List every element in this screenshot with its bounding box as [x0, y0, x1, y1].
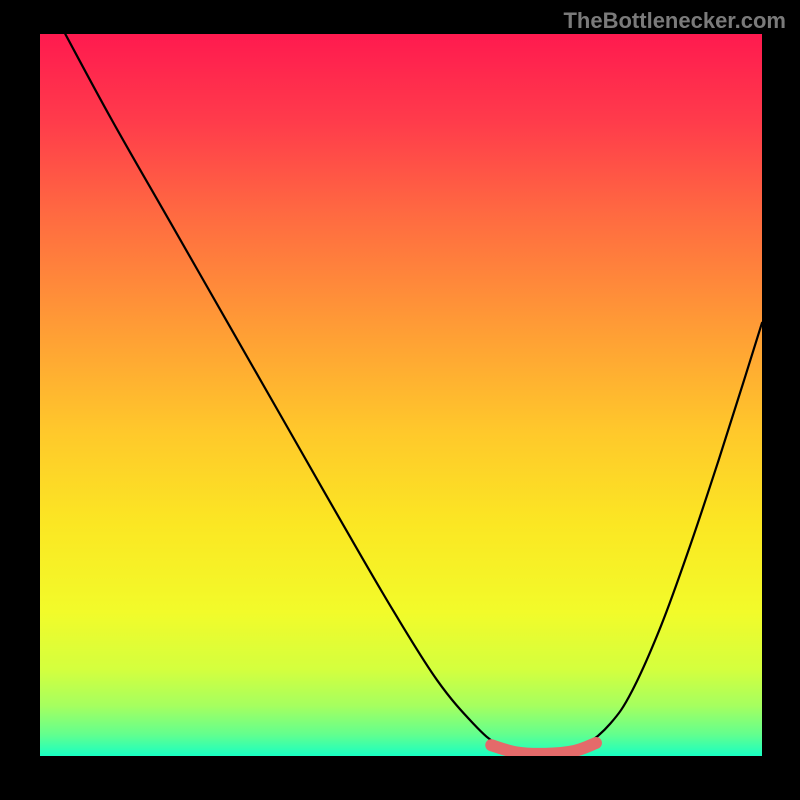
plot-area	[40, 34, 762, 756]
chart-svg	[40, 34, 762, 756]
chart-container: TheBottlenecker.com	[0, 0, 800, 800]
watermark-text: TheBottlenecker.com	[563, 8, 786, 34]
gradient-background	[40, 34, 762, 756]
